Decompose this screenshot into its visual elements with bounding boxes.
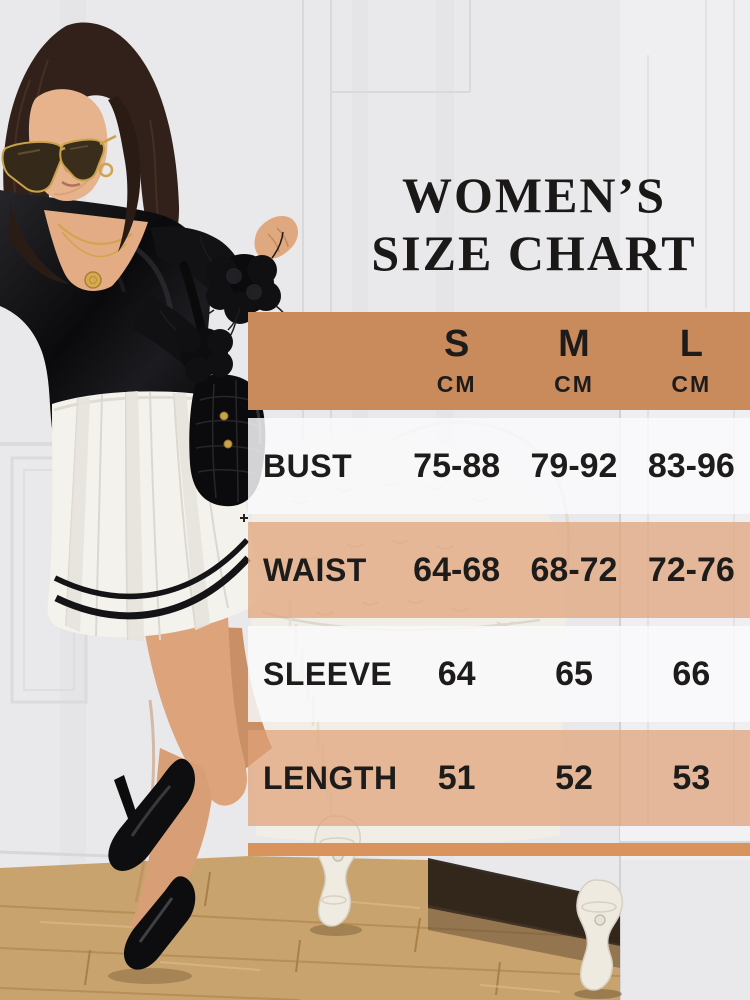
hair-strand (8, 200, 70, 284)
sofa-leg (574, 879, 623, 999)
title-line-2: SIZE CHART (371, 225, 697, 281)
fur-cuff (159, 307, 241, 383)
cell-length-l: 53 (672, 758, 711, 797)
row-label: SLEEVE (263, 655, 393, 692)
skirt-hem-stripe (53, 538, 250, 600)
cell-sleeve-l: 66 (672, 654, 711, 693)
fur-cuff (189, 231, 293, 345)
accent-stripe (248, 843, 750, 856)
table-row-bust: BUST 75-88 79-92 83-96 (248, 418, 750, 514)
size-label: S (443, 323, 470, 365)
legs (130, 616, 272, 936)
size-chart-header-row: S CM M CM L CM (248, 312, 750, 410)
table-row-length: LENGTH 51 52 53 (248, 730, 750, 826)
unit-label: CM (436, 371, 477, 397)
skirt-hem-stripe (54, 555, 251, 620)
table-row-sleeve: SLEEVE 64 65 66 (248, 626, 750, 722)
row-label: BUST (263, 447, 353, 484)
column-header-m: M CM (515, 324, 632, 398)
cell-length-m: 52 (555, 758, 593, 797)
cell-waist-m: 68-72 (530, 550, 618, 589)
unit-label: CM (554, 371, 594, 397)
cell-waist-l: 72-76 (647, 550, 735, 589)
chest (44, 210, 148, 291)
cell-sleeve-m: 65 (555, 654, 593, 693)
high-heels (108, 758, 196, 984)
earring (98, 162, 114, 178)
size-label: L (679, 323, 703, 365)
unit-label: CM (671, 371, 712, 397)
page-title: WOMEN’S SIZE CHART (318, 166, 750, 282)
hair-strand (108, 96, 141, 252)
cell-length-s: 51 (437, 758, 476, 797)
row-label: LENGTH (263, 759, 398, 796)
sofa-shadow (428, 858, 620, 946)
cell-waist-s: 64-68 (413, 550, 501, 589)
table-row-waist: WAIST 64-68 68-72 72-76 (248, 522, 750, 618)
cell-bust-m: 79-92 (530, 446, 618, 485)
cell-bust-l: 83-96 (647, 446, 735, 485)
sunglasses (1, 134, 117, 193)
size-chart-table: S CM M CM L CM BUST 75-88 79-92 83-96 WA… (248, 312, 750, 834)
row-label: WAIST (263, 551, 367, 588)
column-header-l: L CM (633, 324, 750, 398)
hand (254, 216, 298, 259)
column-header-s: S CM (398, 324, 515, 398)
title-line-1: WOMEN’S (402, 167, 666, 223)
model (0, 22, 298, 984)
size-label: M (558, 323, 590, 365)
cell-sleeve-s: 64 (437, 654, 476, 693)
cell-bust-s: 75-88 (413, 446, 501, 485)
